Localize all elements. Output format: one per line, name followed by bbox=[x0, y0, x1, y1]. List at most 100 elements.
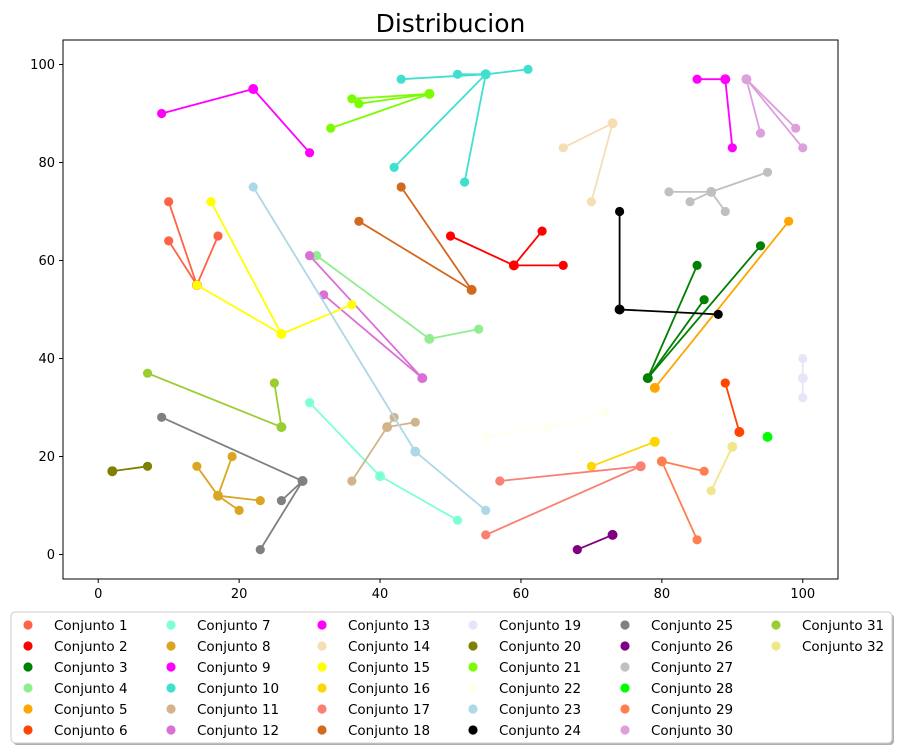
legend-marker-20 bbox=[468, 641, 478, 651]
x-tick-label-0: 0 bbox=[94, 587, 102, 602]
legend-marker-10 bbox=[166, 683, 176, 693]
series-11-line-1 bbox=[351, 426, 388, 482]
series-5-center-point bbox=[649, 382, 660, 393]
series-32-point-1 bbox=[706, 486, 716, 496]
legend-marker-8 bbox=[166, 641, 176, 651]
legend-marker-6 bbox=[23, 725, 33, 735]
series-15 bbox=[192, 197, 357, 339]
series-1-point-2 bbox=[164, 236, 174, 246]
series-7 bbox=[304, 398, 463, 525]
legend-label-18: Conjunto 18 bbox=[348, 723, 430, 739]
series-20-center-point bbox=[107, 466, 118, 477]
x-tick-label-40: 40 bbox=[372, 587, 389, 602]
series-21-line-2 bbox=[351, 93, 430, 100]
series-5 bbox=[649, 216, 794, 393]
series-1-point-1 bbox=[164, 197, 174, 207]
series-5-point-1 bbox=[784, 216, 794, 226]
legend-marker-29 bbox=[620, 704, 630, 714]
series-8-center-point bbox=[213, 490, 223, 501]
legend-item-8: Conjunto 8 bbox=[166, 639, 271, 655]
x-tick-label-60: 60 bbox=[513, 587, 530, 602]
series-27-center-point bbox=[706, 186, 717, 197]
series-27-line-4 bbox=[710, 171, 768, 193]
series-9 bbox=[157, 84, 315, 158]
x-tick-label-80: 80 bbox=[654, 587, 671, 602]
y-tick-label-20: 20 bbox=[38, 450, 55, 465]
chart-title: Distribucion bbox=[376, 9, 526, 38]
legend-item-10: Conjunto 10 bbox=[166, 681, 279, 697]
series-3-point-1 bbox=[692, 260, 702, 270]
series-23 bbox=[248, 182, 491, 515]
series-13-point-1 bbox=[692, 74, 702, 84]
series-21-line-3 bbox=[358, 93, 430, 105]
legend-marker-26 bbox=[620, 641, 630, 651]
legend-label-16: Conjunto 16 bbox=[348, 681, 430, 697]
legend-label-23: Conjunto 23 bbox=[499, 702, 581, 718]
series-21-point-3 bbox=[354, 99, 364, 109]
legend-item-32: Conjunto 32 bbox=[771, 639, 884, 655]
series-18-center-point bbox=[466, 284, 477, 295]
series-6-point-1 bbox=[720, 378, 730, 388]
series-4-point-1 bbox=[312, 251, 322, 261]
legend-marker-32 bbox=[771, 641, 781, 651]
legend-item-24: Conjunto 24 bbox=[468, 723, 581, 739]
legend-item-9: Conjunto 9 bbox=[166, 660, 271, 676]
series-27-point-3 bbox=[720, 206, 730, 217]
series-22-center-point bbox=[544, 422, 555, 433]
series-25-line-2 bbox=[259, 480, 304, 551]
legend-item-20: Conjunto 20 bbox=[468, 639, 581, 655]
legend-label-15: Conjunto 15 bbox=[348, 660, 430, 676]
series-8-line-4 bbox=[217, 494, 261, 502]
series-9-line-2 bbox=[252, 88, 311, 154]
series-26-line-1 bbox=[576, 534, 613, 551]
series-11-point-3 bbox=[410, 417, 420, 427]
series-4-point-2 bbox=[474, 324, 484, 334]
series-15-point-1 bbox=[192, 280, 202, 290]
legend-marker-18 bbox=[317, 725, 327, 735]
series-2-point-3 bbox=[558, 260, 568, 270]
series-22-point-1 bbox=[481, 432, 491, 442]
series-16-center-point bbox=[649, 436, 660, 447]
legend-item-7: Conjunto 7 bbox=[166, 618, 271, 634]
legend-item-21: Conjunto 21 bbox=[468, 660, 581, 676]
series-28 bbox=[762, 431, 773, 442]
series-27-point-1 bbox=[664, 187, 674, 197]
series-8 bbox=[192, 451, 265, 515]
legend-item-18: Conjunto 18 bbox=[317, 723, 430, 739]
series-23-point-2 bbox=[481, 505, 491, 515]
series-32-line-1 bbox=[710, 446, 734, 492]
series-3-line-3 bbox=[647, 245, 762, 379]
series-14-point-1 bbox=[558, 143, 568, 153]
legend-item-30: Conjunto 30 bbox=[620, 723, 733, 739]
legend-marker-14 bbox=[317, 641, 327, 651]
legend-marker-7 bbox=[166, 620, 176, 630]
legend-marker-24 bbox=[468, 725, 478, 735]
legend-item-28: Conjunto 28 bbox=[620, 681, 733, 697]
series-17-point-1 bbox=[481, 530, 491, 540]
legend-marker-13 bbox=[317, 620, 327, 630]
series-2 bbox=[445, 226, 568, 271]
series-14-point-2 bbox=[586, 197, 597, 207]
legend-label-17: Conjunto 17 bbox=[348, 702, 430, 718]
series-4-line-1 bbox=[316, 254, 430, 340]
series-10-point-2 bbox=[396, 74, 406, 84]
legend-item-14: Conjunto 14 bbox=[317, 639, 430, 655]
legend-item-13: Conjunto 13 bbox=[317, 618, 430, 634]
series-32 bbox=[706, 441, 738, 496]
series-9-point-2 bbox=[304, 148, 315, 158]
series-30 bbox=[741, 74, 808, 153]
series-24-point-2 bbox=[713, 309, 723, 319]
plot-content bbox=[107, 64, 808, 555]
series-22-point-2 bbox=[600, 407, 611, 417]
legend-label-2: Conjunto 2 bbox=[54, 639, 128, 655]
legend-label-24: Conjunto 24 bbox=[499, 723, 581, 739]
legend-box bbox=[10, 611, 893, 744]
series-19-point-1 bbox=[798, 353, 808, 364]
series-20-point-1 bbox=[142, 461, 153, 471]
series-11-point-1 bbox=[347, 476, 357, 486]
series-31-point-2 bbox=[269, 378, 279, 388]
legend-label-3: Conjunto 3 bbox=[54, 660, 128, 676]
legend-marker-9 bbox=[166, 662, 176, 672]
series-23-point-1 bbox=[248, 182, 258, 192]
series-11-center-point bbox=[382, 422, 393, 433]
